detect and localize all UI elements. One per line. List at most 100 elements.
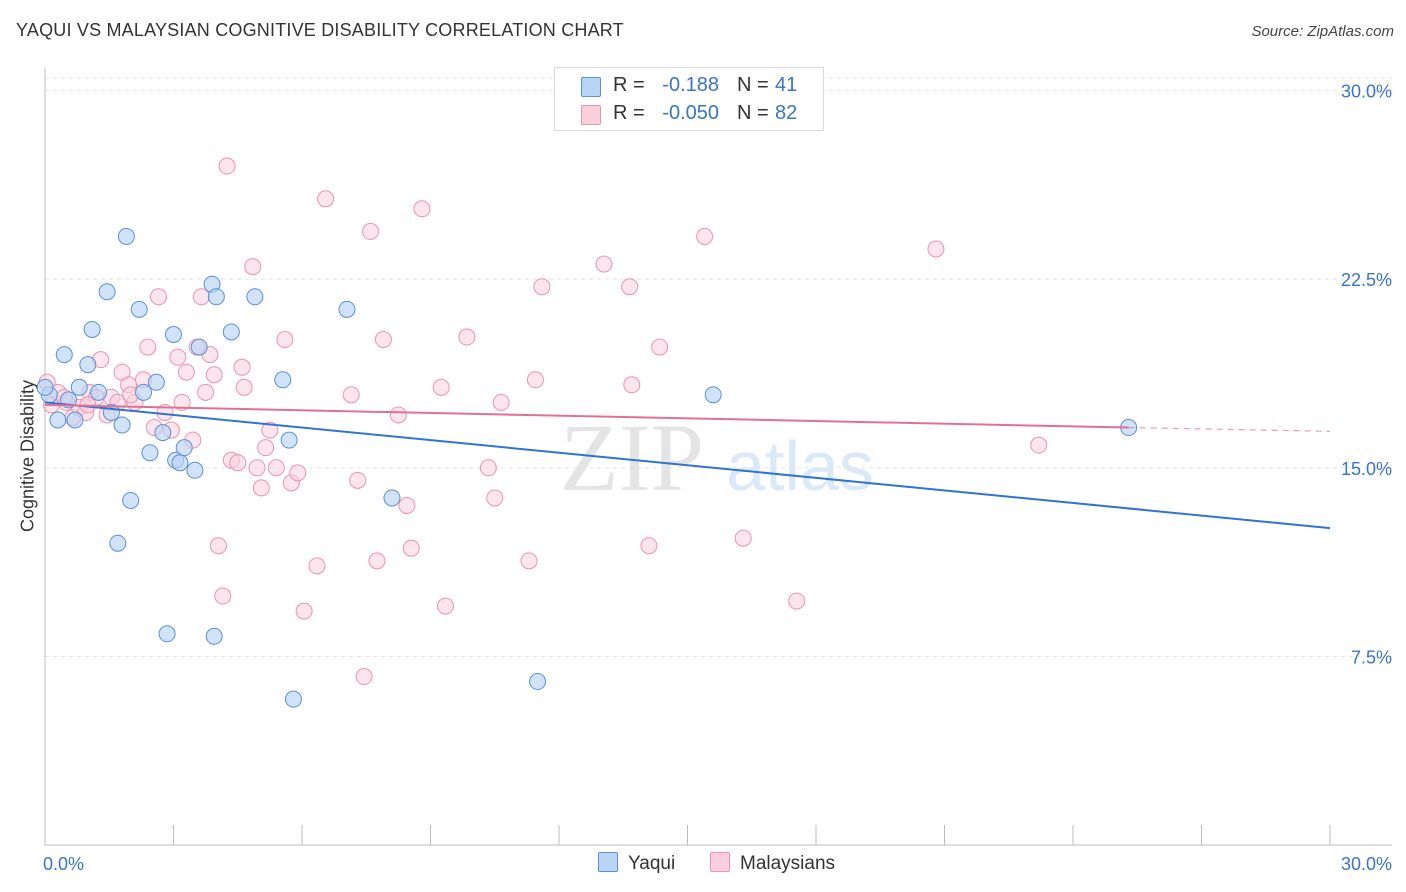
malaysians-point bbox=[355, 668, 373, 686]
y-tick-label: 7.5% bbox=[1351, 647, 1392, 667]
malaysians-point bbox=[308, 557, 326, 575]
legend-item-malaysians[interactable]: Malaysians bbox=[710, 852, 835, 875]
malaysians-point bbox=[257, 439, 275, 457]
malaysians-point bbox=[492, 393, 510, 411]
yaqui-point bbox=[704, 386, 722, 404]
malaysians-point bbox=[261, 421, 279, 439]
yaqui-point bbox=[117, 227, 135, 245]
malaysians-point bbox=[788, 592, 806, 610]
yaqui-point bbox=[165, 326, 182, 344]
malaysians-trend-line bbox=[44, 403, 1129, 429]
malaysians-point bbox=[734, 529, 752, 547]
malaysians-point bbox=[349, 471, 367, 489]
malaysians-points bbox=[38, 157, 1048, 686]
yaqui-swatch bbox=[598, 852, 618, 872]
r-value: -0.050 bbox=[662, 102, 719, 124]
yaqui-point bbox=[175, 439, 193, 457]
yaqui-point bbox=[141, 444, 159, 462]
yaqui-point bbox=[122, 491, 140, 509]
y-axis-label: Cognitive Disability bbox=[17, 379, 38, 533]
legend-item-yaqui[interactable]: Yaqui bbox=[598, 852, 675, 875]
malaysians-point bbox=[621, 278, 639, 296]
yaqui-point bbox=[154, 424, 172, 442]
malaysians-point bbox=[150, 288, 168, 306]
yaqui-point bbox=[130, 300, 148, 318]
malaysians-point bbox=[205, 366, 223, 384]
malaysians-point bbox=[927, 240, 945, 258]
malaysians-point bbox=[402, 539, 420, 557]
malaysians-point bbox=[533, 278, 551, 296]
yaqui-point bbox=[83, 320, 101, 338]
n-label: N = bbox=[737, 102, 769, 124]
malaysians-point bbox=[398, 497, 416, 515]
malaysians-point bbox=[479, 459, 497, 477]
malaysians-point bbox=[248, 459, 266, 477]
malaysians-point bbox=[214, 587, 232, 605]
chart-title: YAQUI VS MALAYSIAN COGNITIVE DISABILITY … bbox=[16, 20, 624, 40]
malaysians-swatch bbox=[710, 852, 730, 872]
malaysians-point bbox=[374, 331, 392, 349]
yaqui-point bbox=[246, 288, 264, 306]
malaysians-point bbox=[233, 358, 251, 376]
yaqui-point bbox=[284, 690, 302, 708]
yaqui-point bbox=[98, 283, 116, 301]
yaqui-point bbox=[147, 373, 165, 391]
malaysians-point bbox=[177, 363, 195, 381]
yaqui-point bbox=[158, 625, 176, 643]
watermark: ZIP atlas bbox=[560, 404, 874, 511]
malaysians-point bbox=[368, 552, 386, 570]
malaysians-point bbox=[295, 602, 313, 620]
r-label: R = bbox=[613, 102, 645, 124]
malaysians-point bbox=[342, 386, 360, 404]
axes bbox=[44, 68, 1392, 846]
yaqui-point bbox=[190, 338, 208, 356]
malaysians-point bbox=[486, 489, 504, 507]
malaysians-point bbox=[192, 288, 210, 306]
n-value: 41 bbox=[775, 74, 798, 96]
malaysians-point bbox=[640, 537, 658, 555]
malaysians-point bbox=[696, 227, 714, 245]
malaysians-point bbox=[169, 348, 187, 366]
yaqui-point bbox=[135, 383, 153, 401]
correlation-legend: R = -0.188 N = 41 R = -0.050 N = 82 bbox=[554, 67, 824, 131]
malaysians-point bbox=[436, 597, 454, 615]
malaysians-point bbox=[267, 459, 285, 477]
malaysians-point bbox=[173, 393, 191, 411]
n-value: 82 bbox=[775, 102, 798, 124]
legend-row-yaqui: R = -0.188 N = 41 bbox=[555, 74, 823, 100]
legend-row-malaysians: R = -0.050 N = 82 bbox=[555, 102, 823, 128]
legend-label-yaqui: Yaqui bbox=[628, 853, 676, 874]
r-label: R = bbox=[613, 74, 645, 96]
yaqui-trend-line bbox=[44, 401, 1331, 530]
malaysians-point bbox=[209, 537, 227, 555]
yaqui-point bbox=[49, 411, 67, 429]
yaqui-points bbox=[36, 227, 1138, 708]
legend-label-malaysians: Malaysians bbox=[740, 853, 836, 874]
n-label: N = bbox=[737, 74, 769, 96]
malaysians-point bbox=[317, 190, 335, 208]
malaysians-point bbox=[520, 552, 538, 570]
malaysians-point bbox=[139, 338, 157, 356]
malaysians-point bbox=[413, 200, 431, 218]
malaysians-point bbox=[526, 371, 544, 389]
r-value: -0.188 bbox=[662, 74, 719, 96]
malaysians-point bbox=[197, 383, 215, 401]
yaqui-point bbox=[338, 300, 356, 318]
malaysians-point bbox=[458, 328, 476, 346]
yaqui-point bbox=[113, 416, 131, 434]
y-tick-label: 15.0% bbox=[1341, 459, 1392, 479]
tick-labels: 7.5% 15.0% 22.5% 30.0% 0.0% 30.0% bbox=[43, 82, 1392, 874]
yaqui-point bbox=[274, 371, 292, 389]
malaysians-swatch bbox=[581, 105, 601, 125]
malaysians-point bbox=[252, 479, 270, 497]
malaysians-point bbox=[244, 258, 262, 276]
malaysians-point bbox=[1030, 436, 1048, 454]
yaqui-point bbox=[529, 673, 547, 691]
yaqui-point bbox=[222, 323, 240, 341]
malaysians-point bbox=[229, 454, 247, 472]
y-tick-label: 22.5% bbox=[1341, 270, 1392, 290]
malaysians-point bbox=[362, 222, 380, 240]
malaysians-point bbox=[235, 378, 253, 396]
yaqui-point bbox=[70, 378, 88, 396]
yaqui-point bbox=[383, 489, 401, 507]
